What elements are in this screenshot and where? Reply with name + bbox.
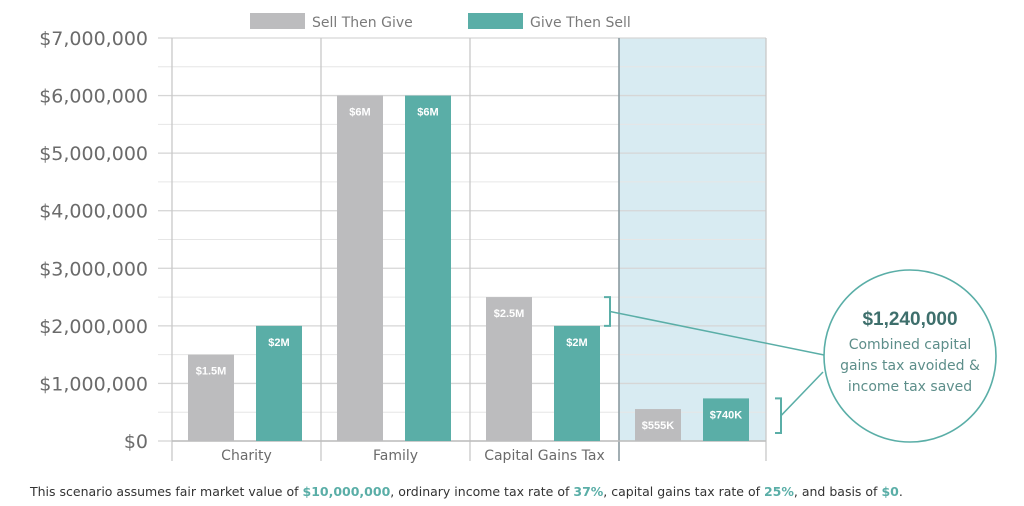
bar-data-label: $2.5M (494, 308, 525, 320)
legend-label: Give Then Sell (530, 15, 631, 31)
basis-value: $0 (881, 484, 899, 499)
bracket-highlight (775, 397, 782, 434)
bar-data-label: $740K (710, 409, 742, 421)
bar-data-label: $6M (417, 107, 438, 119)
y-tick-label: $4,000,000 (39, 201, 148, 223)
y-tick-label: $7,000,000 (39, 28, 148, 50)
bar (703, 398, 749, 441)
bar (554, 325, 600, 441)
bar-data-label: $1.5M (196, 366, 227, 378)
y-tick-label: $0 (124, 431, 148, 453)
bar-data-label: $6M (349, 107, 370, 119)
bar (337, 95, 383, 442)
legend-label: Sell Then Give (312, 15, 413, 31)
bar (405, 95, 451, 442)
y-tick-label: $6,000,000 (39, 86, 148, 108)
bracket-capital-gains (604, 296, 611, 327)
bar (256, 325, 302, 441)
y-tick-label: $3,000,000 (39, 258, 148, 280)
x-category-label: Charity (221, 448, 272, 464)
bar-data-label: $2M (566, 337, 587, 349)
connector-line (609, 310, 830, 357)
y-tick-label: $1,000,000 (39, 373, 148, 395)
footnote: This scenario assumes fair market value … (30, 484, 903, 499)
income-tax-rate: 37% (573, 484, 604, 499)
y-tick-label: $5,000,000 (39, 143, 148, 165)
bar (486, 297, 532, 441)
legend-swatch (250, 13, 305, 29)
callout-circle (823, 269, 997, 443)
legend-swatch (468, 13, 523, 29)
y-tick-label: $2,000,000 (39, 316, 148, 338)
callout-amount: $1,240,000 (862, 309, 957, 330)
x-category-label: Family (373, 448, 418, 464)
bar (188, 354, 234, 441)
capital-gains-rate: 25% (763, 484, 794, 499)
connector-line (780, 371, 824, 417)
bar (635, 409, 681, 441)
callout-text-line: income tax saved (848, 379, 972, 395)
fair-market-value: $10,000,000 (302, 484, 391, 499)
x-category-label: Capital Gains Tax (484, 448, 605, 464)
bar-data-label: $555K (642, 420, 674, 432)
bar-data-label: $2M (268, 337, 289, 349)
callout-text-line: gains tax avoided & (840, 358, 980, 374)
callout-text-line: Combined capital (849, 337, 972, 353)
bar-chart: $0 $1,000,000 $2,000,000 $3,000,000 $4,000,0… (39, 13, 997, 464)
